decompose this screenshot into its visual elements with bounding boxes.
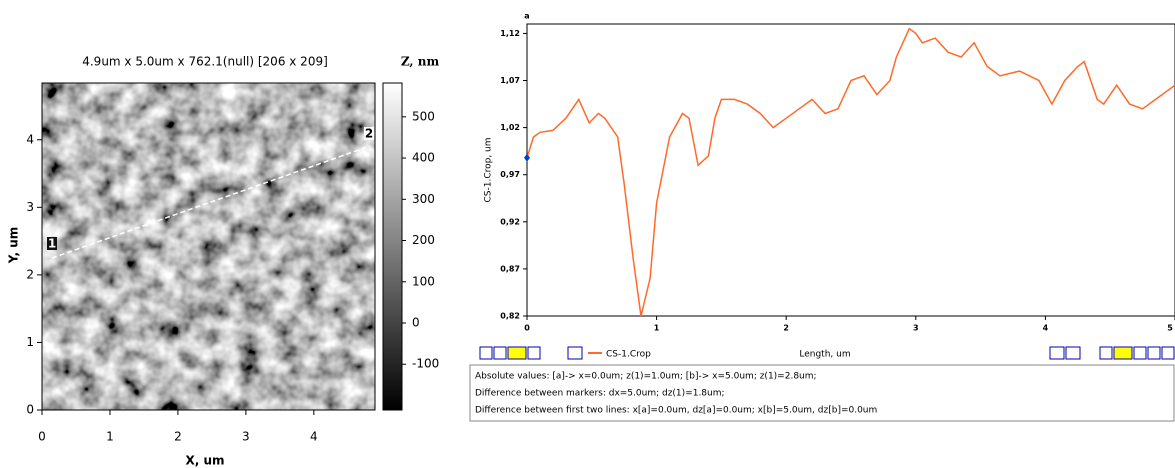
x-tick-label: 1 xyxy=(106,430,114,444)
colorbar-tick-label: 300 xyxy=(412,192,435,206)
y-tick-label: 2 xyxy=(26,267,34,281)
button[interactable] xyxy=(1049,346,1065,360)
colorbar-tick-label: -100 xyxy=(412,357,439,371)
x-tick-label: 1 xyxy=(654,324,660,333)
y-tick-label: 3 xyxy=(26,200,34,214)
marker-box xyxy=(47,237,57,250)
status-line: Difference between first two lines: x[a]… xyxy=(475,406,877,416)
profile-line xyxy=(526,27,1175,317)
image-frame xyxy=(41,82,376,411)
x-tick-label: 4 xyxy=(310,430,318,444)
colorbar-tick-label: 200 xyxy=(412,233,435,247)
y-axis-label: Y, um xyxy=(7,227,21,265)
y-axis-label: CS-1.Crop, um xyxy=(484,137,494,202)
button[interactable] xyxy=(479,346,493,360)
marker-label: 2 xyxy=(365,127,373,141)
x-tick-label: 3 xyxy=(242,430,250,444)
toolbar xyxy=(479,346,1175,360)
x-tick-label: 4 xyxy=(1043,324,1049,333)
colorbar xyxy=(382,82,403,411)
y-tick-label: 4 xyxy=(26,132,34,146)
x-axis-label: X, um xyxy=(185,454,224,468)
y-tick-label: 1,02 xyxy=(500,123,520,132)
x-tick-label: 2 xyxy=(783,324,789,333)
status-line: Absolute values: [a]-> x=0.0um; z(1)=1.0… xyxy=(475,372,817,382)
button[interactable] xyxy=(1065,346,1081,360)
legend-label: CS-1.Crop xyxy=(606,350,651,360)
x-tick-label: 0 xyxy=(38,430,46,444)
button[interactable] xyxy=(493,346,507,360)
y-tick-label: 1 xyxy=(26,335,34,349)
afm-image xyxy=(42,83,375,410)
marker-label: 1 xyxy=(48,237,56,251)
y-tick-label: 0,92 xyxy=(500,217,520,226)
y-tick-label: 0 xyxy=(26,403,34,417)
y-tick-label: 0,97 xyxy=(500,170,520,179)
marker-box xyxy=(364,127,374,140)
image-title: 4.9um x 5.0um x 762.1(null) [206 x 209] xyxy=(82,55,328,69)
y-tick-label: 1,12 xyxy=(500,29,520,38)
colorbar-tick-label: 400 xyxy=(412,151,435,165)
y-tick-label: 1,07 xyxy=(500,76,520,85)
button[interactable] xyxy=(507,346,527,360)
colorbar-tick-label: 100 xyxy=(412,274,435,288)
y-tick-label: 0,87 xyxy=(500,264,520,273)
plot-area xyxy=(526,23,1175,317)
x-tick-label: 2 xyxy=(174,430,182,444)
x-tick-label: 3 xyxy=(913,324,919,333)
status-line: Difference between markers: dx=5.0um; dz… xyxy=(475,389,725,399)
button[interactable] xyxy=(527,346,541,360)
colorbar-tick-label: 500 xyxy=(412,109,435,123)
cursor-marker xyxy=(524,153,530,162)
marker-label: a xyxy=(524,12,529,21)
button[interactable] xyxy=(1113,346,1133,360)
status-box xyxy=(469,364,1175,422)
button[interactable] xyxy=(1147,346,1161,360)
x-tick-label: 5 xyxy=(1167,324,1173,333)
button[interactable] xyxy=(567,346,583,360)
button[interactable] xyxy=(1133,346,1147,360)
button[interactable] xyxy=(1161,346,1175,360)
colorbar-tick-label: 0 xyxy=(412,315,420,329)
x-tick-label: 0 xyxy=(524,324,530,333)
colorbar-label: Z, nm xyxy=(401,55,440,69)
x-axis-label: Length, um xyxy=(799,350,850,360)
section-line xyxy=(51,145,371,259)
button[interactable] xyxy=(1099,346,1113,360)
y-tick-label: 0,82 xyxy=(500,312,520,321)
